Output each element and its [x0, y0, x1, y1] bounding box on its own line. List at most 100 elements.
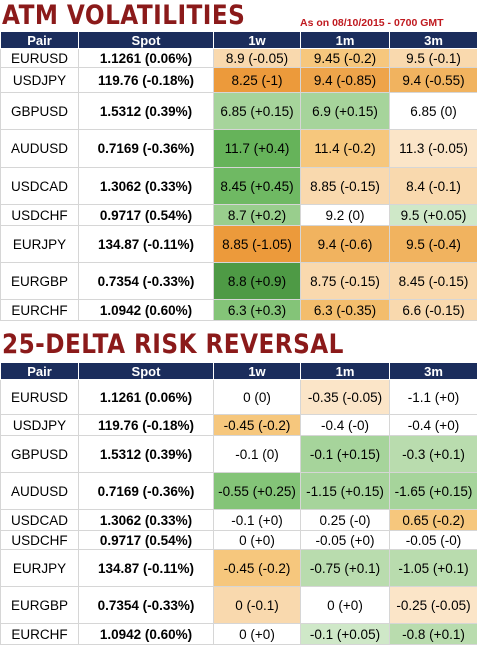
atm-row-usdcad: USDCAD 1.3062 (0.33%) 8.45 (+0.45) 8.85 (-0… [0, 167, 477, 205]
atm-1w-cell: 8.8 (+0.9) [213, 262, 301, 300]
atm-1w-cell: 6.85 (+0.15) [213, 92, 301, 130]
rr-row-eurjpy: EURJPY 134.87 (-0.11%) -0.45 (-0.2) -0.75 (… [0, 549, 477, 587]
rr-1m-cell: 0 (+0) [300, 586, 390, 624]
rr-header-pair: Pair [0, 362, 79, 380]
rr-spot-cell: 119.76 (-0.18%) [78, 414, 214, 436]
atm-3m-cell: 9.4 (-0.55) [389, 67, 477, 93]
rr-1m-cell: -0.35 (-0.05) [300, 379, 390, 415]
atm-spot-cell: 1.1261 (0.06%) [78, 48, 214, 68]
rr-row-gbpusd: GBPUSD 1.5312 (0.39%) -0.1 (0) -0.1 (+0.15)… [0, 435, 477, 473]
rr-pair-cell: GBPUSD [0, 435, 79, 473]
atm-1m-cell: 8.85 (-0.15) [300, 167, 390, 205]
atm-pair-cell: USDCHF [0, 204, 79, 226]
risk-reversal-title: 25-DELTA RISK REVERSAL [2, 329, 344, 360]
rr-spot-cell: 1.0942 (0.60%) [78, 623, 214, 645]
atm-1w-cell: 8.7 (+0.2) [213, 204, 301, 226]
atm-header-1m: 1m [300, 31, 390, 49]
atm-row-gbpusd: GBPUSD 1.5312 (0.39%) 6.85 (+0.15) 6.9 (+0.… [0, 92, 477, 130]
atm-pair-cell: USDJPY [0, 67, 79, 93]
atm-spot-cell: 119.76 (-0.18%) [78, 67, 214, 93]
rr-row-audusd: AUDUSD 0.7169 (-0.36%) -0.55 (+0.25) -1.15 … [0, 472, 477, 510]
atm-pair-cell: GBPUSD [0, 92, 79, 130]
atm-header-1w: 1w [213, 31, 301, 49]
atm-pair-cell: AUDUSD [0, 129, 79, 168]
rr-pair-cell: EURGBP [0, 586, 79, 624]
atm-pair-cell: EURUSD [0, 48, 79, 68]
atm-spot-cell: 1.3062 (0.33%) [78, 167, 214, 205]
atm-spot-cell: 0.9717 (0.54%) [78, 204, 214, 226]
rr-1m-cell: 0.25 (-0) [300, 509, 390, 531]
atm-1m-cell: 6.3 (-0.35) [300, 299, 390, 321]
atm-pair-cell: EURCHF [0, 299, 79, 321]
rr-header-3m: 3m [389, 362, 477, 380]
atm-row-usdchf: USDCHF 0.9717 (0.54%) 8.7 (+0.2) 9.2 (0) 9.5… [0, 204, 477, 226]
rr-row-eurusd: EURUSD 1.1261 (0.06%) 0 (0) -0.35 (-0.05) -1… [0, 379, 477, 415]
rr-header-1w: 1w [213, 362, 301, 380]
atm-1w-cell: 8.25 (-1) [213, 67, 301, 93]
rr-1w-cell: 0 (+0) [213, 530, 301, 550]
rr-3m-cell: -0.25 (-0.05) [389, 586, 477, 624]
rr-spot-cell: 1.3062 (0.33%) [78, 509, 214, 531]
atm-row-eurchf: EURCHF 1.0942 (0.60%) 6.3 (+0.3) 6.3 (-0.35… [0, 299, 477, 321]
rr-1m-cell: -0.75 (+0.1) [300, 549, 390, 587]
rr-1w-cell: 0 (-0.1) [213, 586, 301, 624]
atm-1m-cell: 11.4 (-0.2) [300, 129, 390, 168]
rr-1w-cell: -0.45 (-0.2) [213, 414, 301, 436]
atm-header-row: Pair Spot 1w 1m 3m [0, 31, 477, 49]
atm-row-usdjpy: USDJPY 119.76 (-0.18%) 8.25 (-1) 9.4 (-0.85… [0, 67, 477, 93]
atm-row-eurjpy: EURJPY 134.87 (-0.11%) 8.85 (-1.05) 9.4 (-0… [0, 225, 477, 263]
rr-row-usdjpy: USDJPY 119.76 (-0.18%) -0.45 (-0.2) -0.4 (-… [0, 414, 477, 436]
atm-row-eurgbp: EURGBP 0.7354 (-0.33%) 8.8 (+0.9) 8.75 (-0.… [0, 262, 477, 300]
atm-spot-cell: 134.87 (-0.11%) [78, 225, 214, 263]
rr-spot-cell: 1.5312 (0.39%) [78, 435, 214, 473]
atm-1m-cell: 9.2 (0) [300, 204, 390, 226]
rr-1w-cell: 0 (+0) [213, 623, 301, 645]
atm-pair-cell: USDCAD [0, 167, 79, 205]
rr-1w-cell: -0.1 (0) [213, 435, 301, 473]
rr-3m-cell: -0.8 (+0.1) [389, 623, 477, 645]
rr-1m-cell: -0.4 (-0) [300, 414, 390, 436]
atm-row-audusd: AUDUSD 0.7169 (-0.36%) 11.7 (+0.4) 11.4 (-0… [0, 129, 477, 168]
rr-pair-cell: EURUSD [0, 379, 79, 415]
rr-1w-cell: -0.1 (+0) [213, 509, 301, 531]
atm-pair-cell: EURGBP [0, 262, 79, 300]
rr-3m-cell: -1.1 (+0) [389, 379, 477, 415]
atm-1m-cell: 9.4 (-0.6) [300, 225, 390, 263]
rr-row-eurchf: EURCHF 1.0942 (0.60%) 0 (+0) -0.1 (+0.05) -0… [0, 623, 477, 645]
atm-1m-cell: 8.75 (-0.15) [300, 262, 390, 300]
atm-row-eurusd: EURUSD 1.1261 (0.06%) 8.9 (-0.05) 9.45 (-0.… [0, 48, 477, 68]
atm-header-spot: Spot [78, 31, 214, 49]
rr-spot-cell: 0.7354 (-0.33%) [78, 586, 214, 624]
atm-volatilities-table: Pair Spot 1w 1m 3m EURUSD 1.1261 (0.06%) 8… [0, 31, 477, 321]
atm-spot-cell: 1.0942 (0.60%) [78, 299, 214, 321]
atm-1w-cell: 8.9 (-0.05) [213, 48, 301, 68]
rr-1w-cell: -0.45 (-0.2) [213, 549, 301, 587]
atm-pair-cell: EURJPY [0, 225, 79, 263]
rr-pair-cell: EURCHF [0, 623, 79, 645]
rr-pair-cell: USDCAD [0, 509, 79, 531]
atm-header-3m: 3m [389, 31, 477, 49]
rr-3m-cell: -0.3 (+0.1) [389, 435, 477, 473]
rr-header-row: Pair Spot 1w 1m 3m [0, 362, 477, 380]
as-of-timestamp: As on 08/10/2015 - 0700 GMT [300, 17, 444, 29]
atm-3m-cell: 6.6 (-0.15) [389, 299, 477, 321]
atm-1m-cell: 9.4 (-0.85) [300, 67, 390, 93]
rr-1m-cell: -1.15 (+0.15) [300, 472, 390, 510]
rr-3m-cell: -1.05 (+0.1) [389, 549, 477, 587]
rr-3m-cell: -0.4 (+0) [389, 414, 477, 436]
atm-3m-cell: 9.5 (+0.05) [389, 204, 477, 226]
rr-pair-cell: EURJPY [0, 549, 79, 587]
rr-1m-cell: -0.05 (+0) [300, 530, 390, 550]
rr-1m-cell: -0.1 (+0.05) [300, 623, 390, 645]
rr-row-usdchf: USDCHF 0.9717 (0.54%) 0 (+0) -0.05 (+0) -0.0… [0, 530, 477, 550]
atm-3m-cell: 9.5 (-0.4) [389, 225, 477, 263]
atm-spot-cell: 0.7169 (-0.36%) [78, 129, 214, 168]
rr-1w-cell: 0 (0) [213, 379, 301, 415]
rr-spot-cell: 1.1261 (0.06%) [78, 379, 214, 415]
atm-1w-cell: 6.3 (+0.3) [213, 299, 301, 321]
atm-1m-cell: 6.9 (+0.15) [300, 92, 390, 130]
rr-pair-cell: USDJPY [0, 414, 79, 436]
atm-1w-cell: 8.45 (+0.45) [213, 167, 301, 205]
rr-spot-cell: 134.87 (-0.11%) [78, 549, 214, 587]
atm-1m-cell: 9.45 (-0.2) [300, 48, 390, 68]
